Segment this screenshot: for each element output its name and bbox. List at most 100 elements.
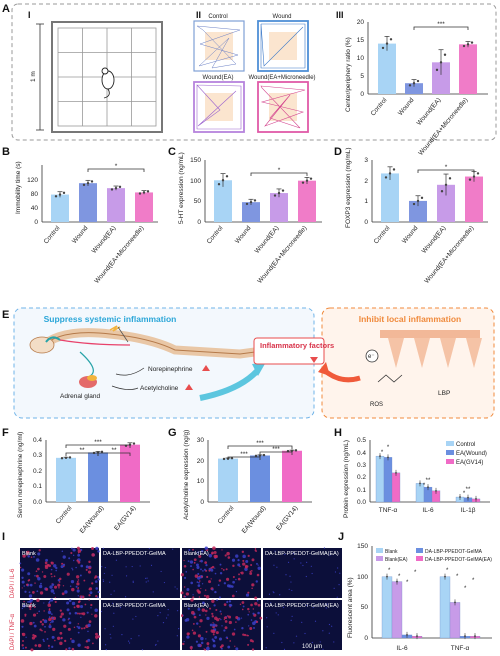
- cell-4-88: [48, 608, 51, 610]
- cell-4-4: [41, 629, 43, 632]
- cell-2-110: [192, 594, 194, 596]
- cell-6-10: [205, 638, 207, 640]
- cell-0-25: [96, 575, 100, 579]
- point-j-bars-1-1: [454, 601, 456, 604]
- cell-4-1: [39, 620, 43, 624]
- cell-6-0: [254, 602, 258, 606]
- point-j-bars-1-0: [444, 575, 446, 578]
- sig-j-1: *: [398, 574, 401, 580]
- point-g-bars-1-2: [262, 453, 266, 457]
- bar-b-bars-3: [135, 192, 153, 222]
- cell-0-104: [50, 572, 53, 575]
- cell-0-61: [33, 555, 35, 558]
- cell-4-103: [65, 648, 68, 651]
- point-d-bars-2-1: [444, 183, 448, 186]
- xlab-d-0: Control: [373, 224, 392, 245]
- cell-2-73: [218, 579, 222, 582]
- cell-4-119: [43, 640, 45, 643]
- micrograph-tile-5: DA-LBP-PPEDOT-GelMA: [100, 600, 180, 651]
- tick-a3-1: 5: [360, 73, 364, 80]
- sig-j-3: *: [414, 570, 417, 576]
- panel-label-c: C: [168, 146, 176, 158]
- cell-7-23: [293, 642, 295, 644]
- cell-0-88: [24, 590, 27, 593]
- cell-0-27: [76, 582, 80, 586]
- cell-7-12: [275, 612, 277, 614]
- cell-7-13: [291, 615, 293, 617]
- cell-2-122: [228, 584, 232, 588]
- point-j-bars-1-2: [464, 635, 466, 638]
- cell-4-99: [37, 643, 42, 648]
- cell-2-124: [211, 565, 215, 569]
- cell-0-58: [80, 564, 84, 568]
- cell-2-106: [237, 577, 241, 581]
- bar-f-bars-1: [88, 452, 108, 502]
- cell-2-25: [198, 581, 200, 584]
- cell-6-48: [252, 608, 255, 610]
- cell-5-19: [112, 625, 114, 627]
- open-field-arena: [51, 21, 163, 133]
- cell-4-111: [70, 637, 72, 640]
- cell-3-3: [279, 594, 281, 596]
- cell-6-129: [213, 604, 216, 607]
- point-f-bars-1-2: [100, 450, 104, 454]
- cell-3-18: [273, 564, 275, 566]
- cell-4-56: [51, 645, 54, 648]
- tick-a3-2: 10: [357, 55, 365, 62]
- tick-h-4: 0.4: [357, 450, 366, 457]
- point-c-bars-1-2: [253, 199, 257, 202]
- point-c-bars-2-1: [277, 191, 281, 195]
- cell-3-19: [276, 566, 278, 568]
- xlab-j-0: IL-6: [396, 645, 408, 652]
- point-d-bars-2-2: [448, 177, 452, 180]
- cell-0-121: [69, 585, 72, 587]
- cell-2-102: [251, 583, 255, 587]
- tick-a3-0: 0: [360, 91, 364, 98]
- cell-2-127: [245, 559, 249, 563]
- cell-2-75: [256, 562, 258, 565]
- point-a3-bars-1-0: [408, 84, 412, 87]
- cell-7-6: [319, 641, 321, 643]
- tick-d-0: 0: [364, 219, 368, 226]
- panel-label-i: I: [2, 531, 5, 543]
- legend-h: Control EA(Wound) EA(GV14): [446, 441, 487, 466]
- cell-2-113: [244, 564, 248, 568]
- cell-0-55: [37, 577, 41, 581]
- cell-6-77: [257, 603, 261, 607]
- cell-5-20: [119, 606, 122, 609]
- cell-0-124: [91, 553, 95, 557]
- sig-h-1: *: [381, 450, 384, 456]
- tile-bg-0: [20, 548, 99, 598]
- cell-6-130: [195, 622, 199, 625]
- cell-0-112: [37, 567, 40, 571]
- cell-4-115: [56, 636, 61, 640]
- adrenal-gland-icon: [79, 375, 97, 388]
- cell-0-26: [91, 546, 94, 550]
- cell-2-100: [231, 594, 235, 598]
- legend-j-3: DA-LBP-PPEDOT-GelMA(EA): [425, 557, 492, 563]
- cell-2-2: [200, 587, 202, 590]
- cell-2-29: [257, 564, 259, 566]
- point-b-bars-0-2: [62, 191, 66, 195]
- cell-6-26: [227, 645, 231, 649]
- cell-0-66: [97, 578, 100, 581]
- cell-7-29: [270, 602, 272, 604]
- cell-2-98: [204, 561, 207, 564]
- cell-7-19: [273, 632, 275, 634]
- cell-0-107: [38, 584, 43, 589]
- cell-0-36: [50, 568, 53, 571]
- cell-0-9: [50, 561, 53, 564]
- cell-4-45: [29, 608, 32, 611]
- cell-4-107: [48, 617, 52, 622]
- bar-a3-bars-3: [459, 44, 477, 94]
- cell-2-19: [192, 548, 194, 551]
- cell-6-113: [235, 621, 237, 623]
- cell-6-80: [218, 637, 223, 641]
- point-b-bars-3-0: [138, 192, 142, 195]
- cell-4-59: [24, 646, 27, 649]
- cell-1-16: [150, 564, 153, 566]
- cell-4-87: [83, 627, 86, 630]
- cell-6-121: [221, 625, 223, 627]
- cell-0-98: [35, 558, 40, 562]
- cell-5-0: [105, 649, 107, 651]
